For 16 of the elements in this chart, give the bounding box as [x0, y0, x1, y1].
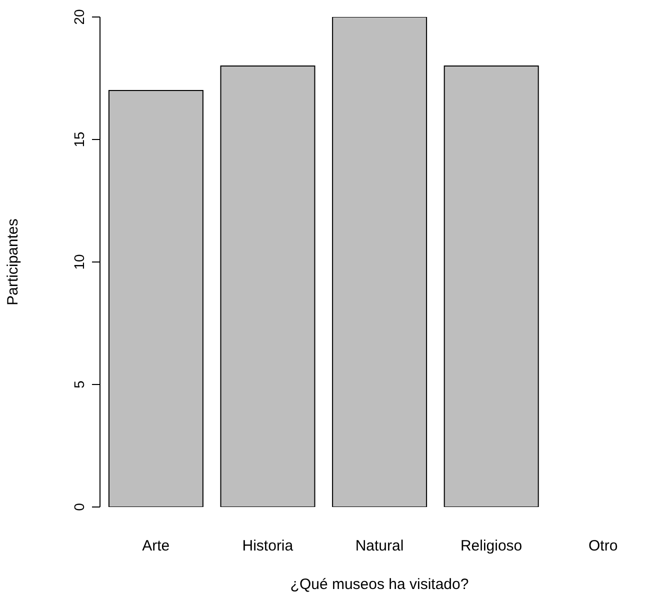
bar	[220, 66, 316, 507]
x-tick-label: Otro	[588, 538, 618, 555]
y-axis-title: Participantes	[4, 218, 22, 306]
x-tick-label: Historia	[242, 538, 294, 555]
bar	[108, 90, 204, 507]
x-tick-label: Religioso	[460, 538, 522, 555]
x-axis-title: ¿Qué museos ha visitado?	[290, 576, 469, 593]
x-tick-label: Arte	[142, 538, 170, 555]
bar	[332, 17, 428, 507]
y-tick-label: 15	[71, 132, 87, 148]
y-tick-label: 10	[71, 254, 87, 270]
y-tick-label: 5	[71, 380, 87, 388]
y-tick-label: 0	[71, 502, 87, 511]
x-tick-label: Natural	[355, 538, 404, 555]
bar	[444, 66, 539, 507]
y-tick-label: 20	[71, 9, 87, 25]
